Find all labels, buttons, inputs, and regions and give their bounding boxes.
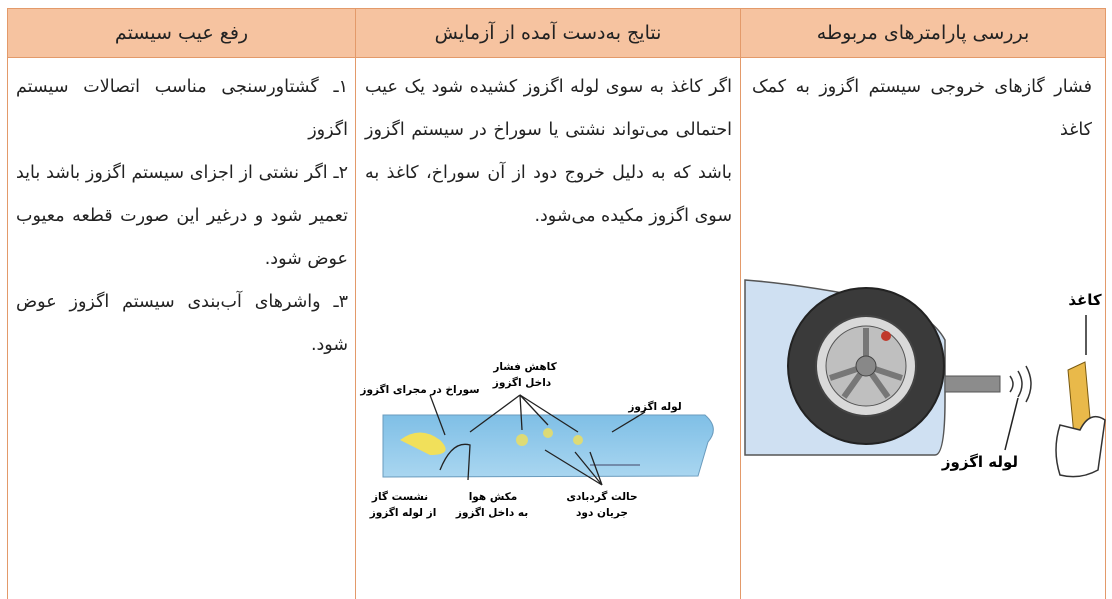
- figure-label: کاغذ: [1068, 291, 1102, 309]
- pipe-illustration: کاهش فشار داخل اگزوز سوراخ در مجرای اگزو…: [359, 361, 714, 519]
- column: [7, 58, 356, 599]
- header-cell: رفع عیب سیستم: [7, 8, 356, 58]
- cell-text: اگر کاغذ به سوی لوله اگزوز کشیده شود یک …: [365, 77, 732, 226]
- figure-label: نشست گاز: [371, 490, 428, 503]
- figure-label: داخل اگزوز: [492, 376, 552, 389]
- figure-label: حالت گردبادی: [566, 490, 637, 503]
- figure-label: جریان دود: [576, 507, 628, 519]
- list-item: ۲ـ اگر نشتی از اجزای سیستم اگزوز باشد با…: [16, 163, 348, 269]
- header-cell: بررسی پارامترهای مربوطه: [740, 8, 1106, 58]
- cell-list: ۱ـ گشتاورسنجی مناسب اتصالات سیستم اگزوز …: [16, 66, 348, 367]
- figure-label: به داخل اگزوز: [455, 506, 528, 519]
- cell-text: فشار گازهای خروجی سیستم اگزوز به کمک کاغ…: [752, 77, 1092, 140]
- list-item: ۳ـ واشرهای آب‌بندی سیستم اگزوز عوض شود.: [16, 292, 348, 355]
- header-cell: نتایج به‌دست آمده از آزمایش: [355, 8, 741, 58]
- figure-label: سوراخ در مجرای اگزوز: [359, 383, 479, 396]
- figure-label: کاهش فشار: [492, 361, 557, 373]
- figure-label: از لوله اگزوز: [369, 506, 437, 519]
- figure-label: لوله اگزوز: [941, 453, 1018, 471]
- figure-label: مکش هوا: [469, 491, 518, 503]
- figure-label: لوله اگزوز: [627, 400, 681, 413]
- car-illustration: کاغذ لوله اگزوز: [744, 279, 1106, 478]
- list-item: ۱ـ گشتاورسنجی مناسب اتصالات سیستم اگزوز: [16, 77, 348, 140]
